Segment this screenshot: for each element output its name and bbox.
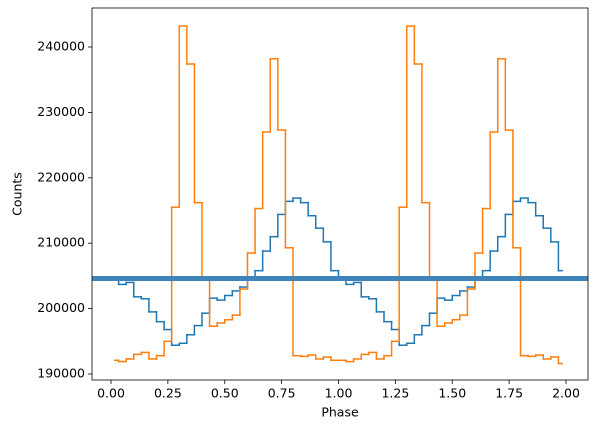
x-tick-label: 0.50	[211, 386, 239, 401]
y-tick-label: 200000	[37, 300, 85, 315]
y-axis-label: Counts	[10, 172, 25, 216]
x-tick-label: 1.75	[495, 386, 523, 401]
x-tick-label: 0.00	[97, 386, 125, 401]
y-tick-label: 220000	[37, 169, 85, 184]
x-tick-label: 0.25	[154, 386, 182, 401]
x-tick-label: 0.75	[268, 386, 296, 401]
x-tick-label: 2.00	[552, 386, 580, 401]
x-tick-label: 1.50	[438, 386, 466, 401]
y-tick-label: 240000	[37, 38, 85, 53]
x-tick-label: 1.25	[381, 386, 409, 401]
x-tick-label: 1.00	[325, 386, 353, 401]
y-tick-label: 190000	[37, 366, 85, 381]
y-tick-label: 230000	[37, 104, 85, 119]
x-axis-label: Phase	[321, 405, 359, 420]
y-tick-label: 210000	[37, 235, 85, 250]
plot-frame	[91, 7, 589, 381]
